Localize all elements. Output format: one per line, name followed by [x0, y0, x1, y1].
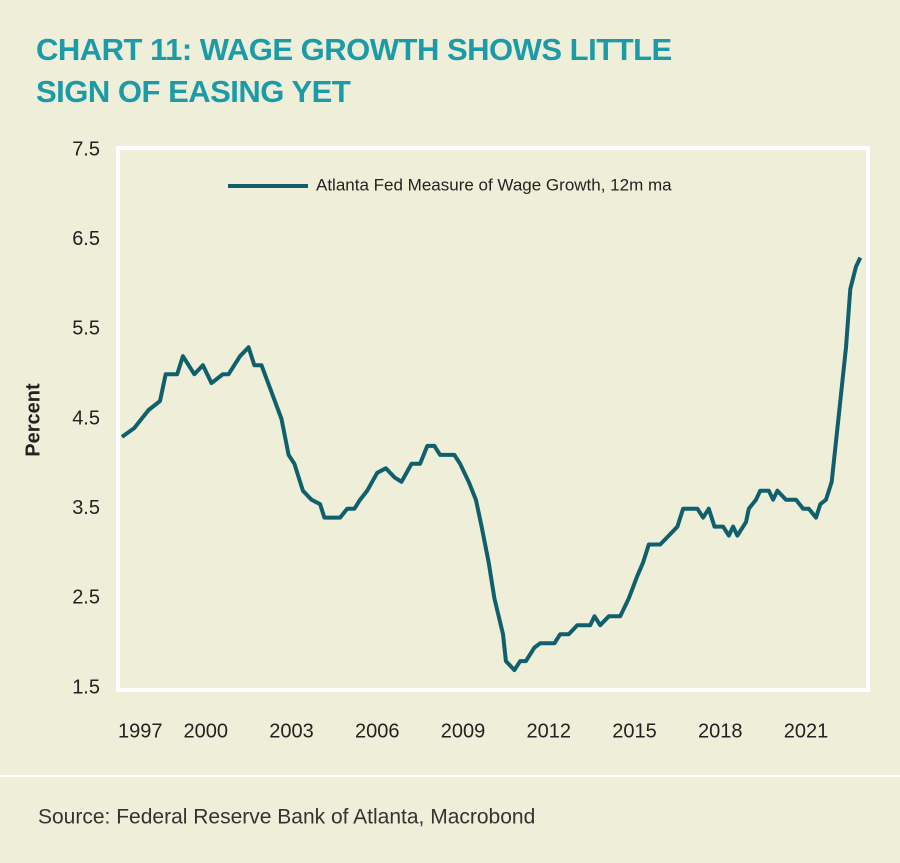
y-tick-label: 1.5	[72, 676, 100, 698]
y-axis-label: Percent	[22, 383, 44, 457]
y-tick-label: 2.5	[72, 587, 100, 609]
x-tick-label: 2018	[698, 720, 743, 742]
x-tick-label: 2003	[269, 720, 314, 742]
y-tick-label: 3.5	[72, 497, 100, 519]
y-tick-label: 5.5	[72, 318, 100, 340]
plot-frame	[116, 146, 870, 692]
y-tick-label: 7.5	[72, 138, 100, 160]
x-tick-label: 2006	[355, 720, 400, 742]
y-tick-label: 6.5	[72, 228, 100, 250]
x-tick-label: 2000	[183, 720, 228, 742]
series-line	[120, 256, 863, 673]
chart-title-line: CHART 11: WAGE GROWTH SHOWS LITTLE	[36, 32, 672, 67]
x-tick-label: 2021	[784, 720, 829, 742]
y-tick-label: 4.5	[72, 407, 100, 429]
chart-title-line: SIGN OF EASING YET	[36, 74, 351, 109]
x-tick-label: 2009	[441, 720, 486, 742]
x-tick-label: 1997	[118, 720, 163, 742]
x-tick-label: 2015	[612, 720, 657, 742]
source: Source: Federal Reserve Bank of Atlanta,…	[38, 806, 535, 829]
legend-label: Atlanta Fed Measure of Wage Growth, 12m …	[316, 175, 672, 194]
x-tick-label: 2012	[526, 720, 571, 742]
